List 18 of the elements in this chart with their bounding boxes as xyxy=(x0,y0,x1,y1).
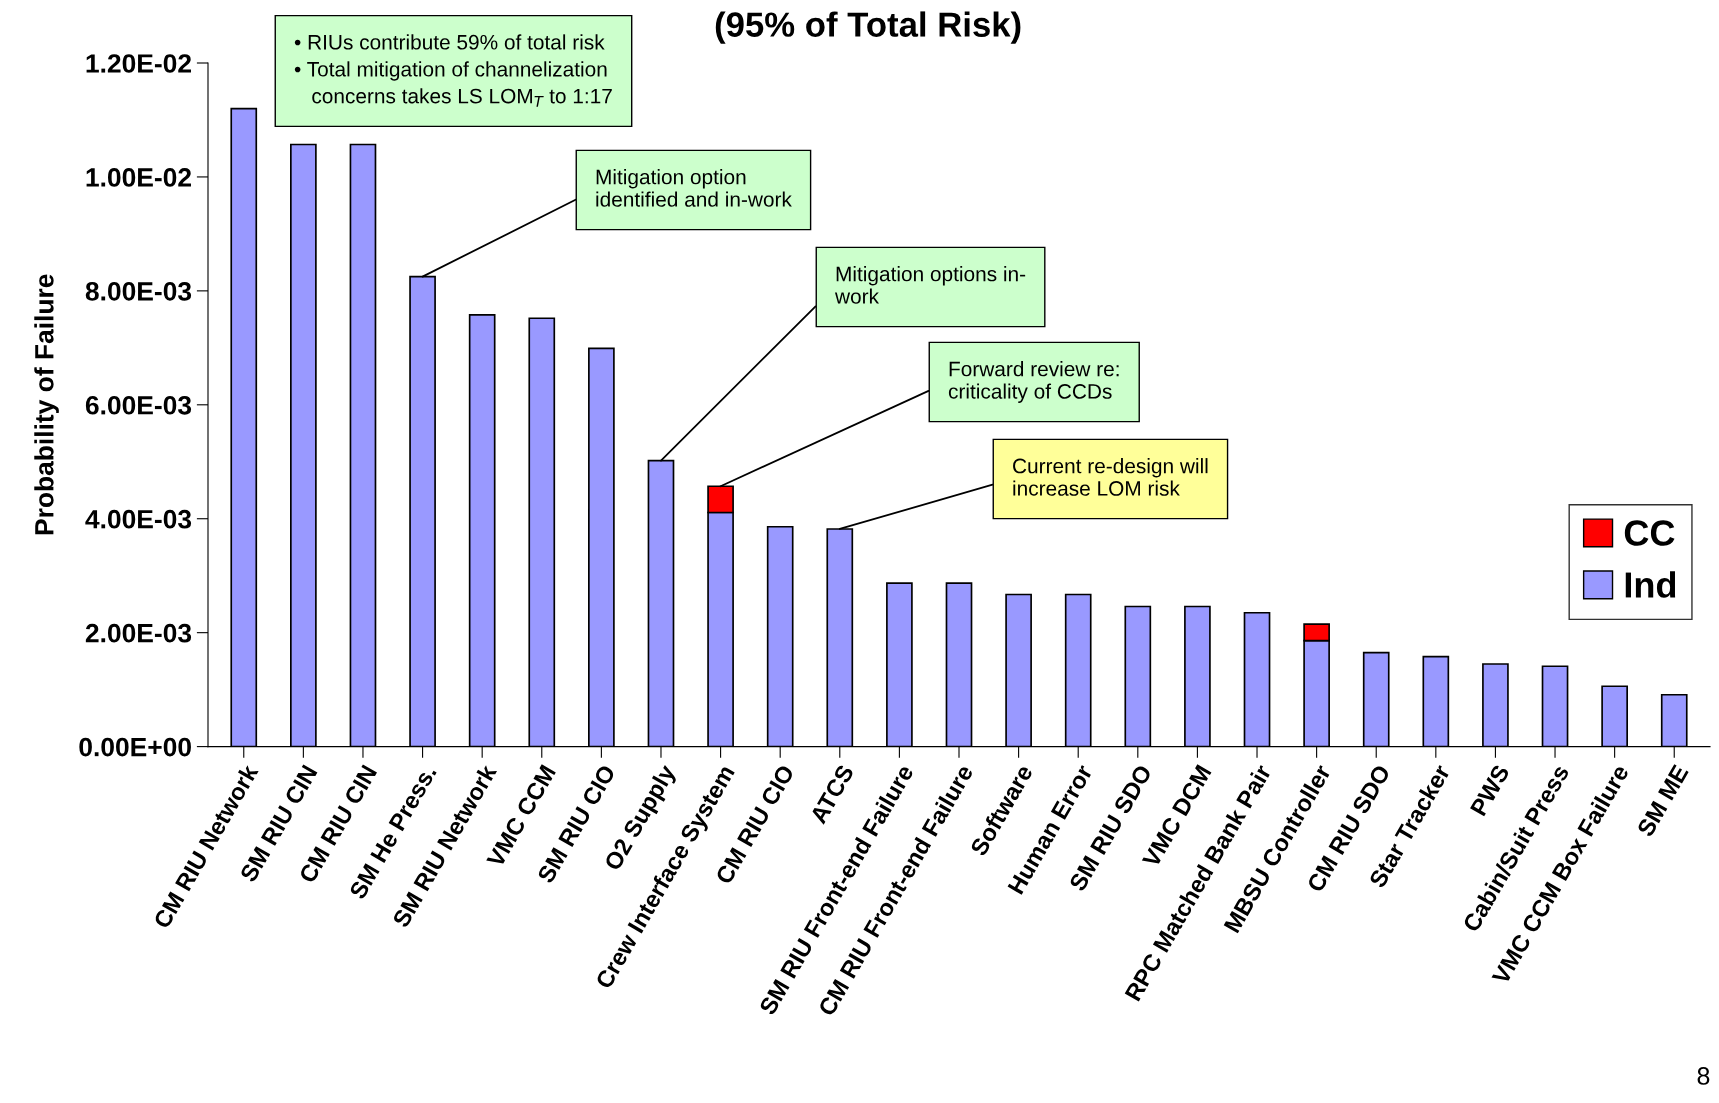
annotation: Mitigation options in- work xyxy=(834,266,1026,304)
x-tick-label: SM ME xyxy=(1636,763,1689,838)
annotation: • RIUs contribute 59% of total risk • Total mitigation of channelization concerns takes LS LOM$_{T}$ to 1:17 xyxy=(294,34,612,107)
y-tick-label: 1.20E-02 xyxy=(86,54,191,73)
y-tick-label: 6.00E-03 xyxy=(85,395,192,415)
annotation: Mitigation option identified and in-work xyxy=(596,169,792,207)
annotation: Current re-design will increase LOM risk xyxy=(1013,458,1208,496)
y-tick-label: 4.00E-03 xyxy=(85,509,192,529)
legend-label: CC xyxy=(1624,520,1675,546)
y-tick-label: 0.00E+00 xyxy=(79,737,191,757)
legend-label: Ind xyxy=(1625,571,1676,598)
y-tick-label: 8.00E-03 xyxy=(85,282,192,301)
y-axis-title: Probability of Failure xyxy=(34,274,59,535)
chart-title: (95% of Total Risk) xyxy=(715,11,1021,44)
text: 8 xyxy=(1697,1067,1710,1085)
y-tick-label: 2.00E-03 xyxy=(85,623,192,643)
y-tick-label: 1.00E-02 xyxy=(86,168,191,187)
annotation: Forward review re: criticality of CCDs xyxy=(948,361,1119,403)
